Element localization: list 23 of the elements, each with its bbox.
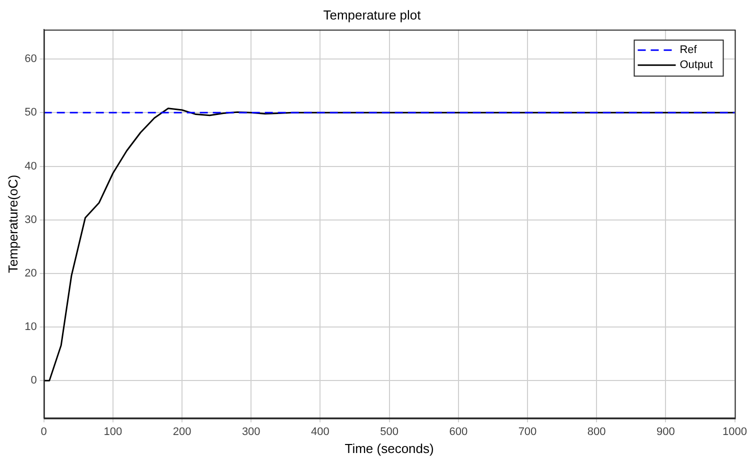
x-tick-label: 200 xyxy=(172,426,192,438)
legend-label: Output xyxy=(680,59,713,72)
y-tick-label: 0 xyxy=(30,374,37,387)
x-tick-label: 0 xyxy=(40,426,47,438)
y-axis-title: Temperature(oC) xyxy=(5,174,20,274)
chart-title: Temperature plot xyxy=(323,7,422,22)
y-tick-label: 20 xyxy=(24,268,37,280)
x-tick-label: 900 xyxy=(656,426,675,438)
x-tick-label: 100 xyxy=(104,426,122,438)
y-tick-label: 40 xyxy=(24,160,37,172)
y-tick-label: 30 xyxy=(24,214,37,226)
y-tick-label: 60 xyxy=(24,53,37,66)
x-tick-label: 600 xyxy=(449,426,468,438)
x-axis-title: Time (seconds) xyxy=(344,440,434,456)
x-tick-label: 400 xyxy=(311,426,330,438)
y-tick-label: 50 xyxy=(24,106,37,119)
x-tick-label: 1000 xyxy=(722,426,748,438)
x-tick-label: 500 xyxy=(380,426,398,438)
x-tick-label: 300 xyxy=(242,426,260,438)
x-tick-label: 800 xyxy=(587,426,606,438)
y-tick-label: 10 xyxy=(24,321,37,334)
x-tick-label: 700 xyxy=(518,426,537,438)
legend-label: Ref xyxy=(680,44,698,56)
